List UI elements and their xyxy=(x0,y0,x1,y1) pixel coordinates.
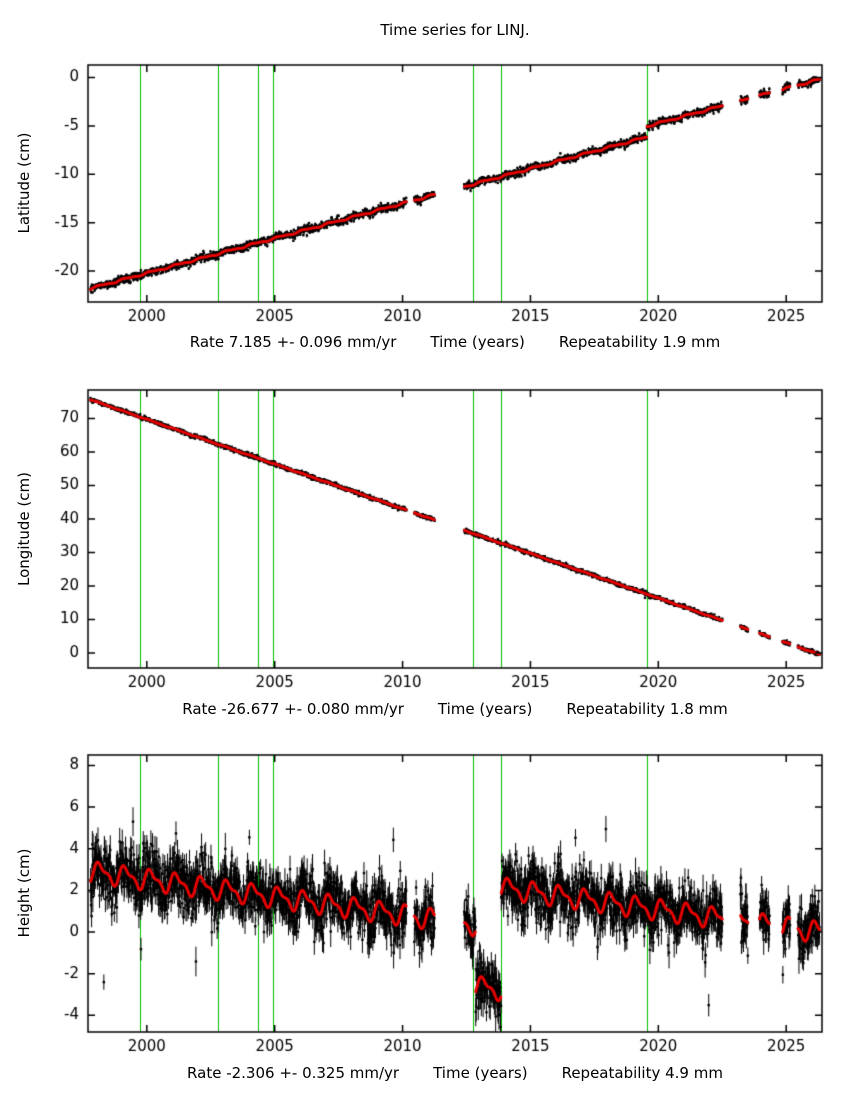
y-axis-label-longitude: Longitude (cm) xyxy=(15,472,33,586)
x-axis-caption-height: Rate -2.306 +- 0.325 mm/yr Time (years) … xyxy=(88,1064,822,1082)
y-axis-label-height: Height (cm) xyxy=(15,848,33,938)
y-axis-label-latitude: Latitude (cm) xyxy=(15,132,33,234)
chart-title: Time series for LINJ. xyxy=(380,21,530,39)
repeatability-label-latitude: Repeatability 1.9 mm xyxy=(558,333,721,351)
repeatability-label-height: Repeatability 4.9 mm xyxy=(561,1064,723,1082)
rate-label-height: Rate -2.306 +- 0.325 mm/yr xyxy=(187,1064,400,1082)
time-axis-label-longitude: Time (years) xyxy=(437,700,533,718)
time-axis-label-latitude: Time (years) xyxy=(430,333,525,351)
repeatability-label-longitude: Repeatability 1.8 mm xyxy=(566,700,728,718)
x-axis-caption-latitude: Rate 7.185 +- 0.096 mm/yr Time (years) R… xyxy=(88,333,822,351)
rate-label-latitude: Rate 7.185 +- 0.096 mm/yr xyxy=(189,333,397,351)
x-axis-caption-longitude: Rate -26.677 +- 0.080 mm/yr Time (years)… xyxy=(88,700,822,718)
rate-label-longitude: Rate -26.677 +- 0.080 mm/yr xyxy=(182,700,404,718)
time-axis-label-height: Time (years) xyxy=(433,1064,528,1082)
